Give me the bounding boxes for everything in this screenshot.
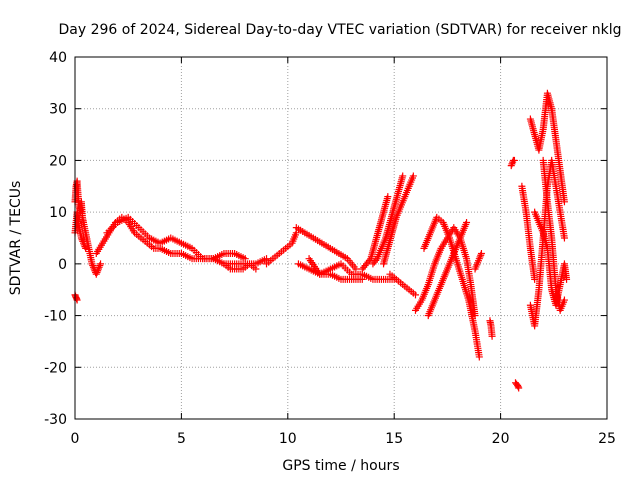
data-point-marker (92, 270, 100, 278)
y-tick-label: 40 (49, 50, 67, 66)
x-tick-label: 15 (385, 431, 403, 447)
data-point-marker (241, 255, 249, 263)
data-point-marker (77, 234, 85, 242)
y-tick-label: 0 (58, 257, 67, 273)
data-point-marker (252, 265, 260, 273)
x-tick-label: 0 (71, 431, 80, 447)
data-point-marker (94, 267, 102, 275)
x-axis-label: GPS time / hours (282, 458, 399, 474)
data-point-marker (372, 256, 380, 264)
data-point-marker (515, 384, 523, 392)
data-point-marker (93, 268, 101, 276)
data-point-marker (560, 296, 568, 304)
data-point-marker (95, 263, 103, 271)
data-point-marker (509, 158, 517, 166)
y-tick-label: -20 (44, 360, 67, 376)
chart-title: Day 296 of 2024, Sidereal Day-to-day VTE… (59, 22, 622, 38)
grid (75, 57, 607, 419)
y-tick-label: 10 (49, 205, 67, 221)
x-tick-label: 20 (492, 431, 510, 447)
data-point-marker (384, 193, 392, 201)
data-point-marker (79, 237, 87, 245)
x-tick-label: 5 (177, 431, 186, 447)
data-point-marker (97, 260, 105, 268)
data-point-marker (463, 218, 471, 226)
data-point-marker (80, 239, 88, 247)
data-point-marker (560, 198, 568, 206)
y-tick-label: 30 (49, 102, 67, 118)
x-tick-label: 10 (279, 431, 297, 447)
data-point-marker (563, 275, 571, 283)
data-point-marker (399, 172, 407, 180)
plot-frame (74, 56, 608, 420)
data-point-marker (488, 332, 496, 340)
data-point-marker (409, 172, 417, 180)
x-tick-label: 25 (598, 431, 616, 447)
data-point-marker (560, 234, 568, 242)
y-axis-label: SDTVAR / TECUs (8, 181, 24, 296)
data-point-marker (507, 162, 515, 170)
data-point-marker (81, 243, 89, 251)
data-point-marker (477, 251, 485, 259)
data-point-marker (510, 156, 518, 164)
data-point-marker (475, 255, 483, 263)
data-marks (71, 89, 571, 392)
data-point-marker (94, 265, 102, 273)
data-point-marker (476, 253, 484, 261)
data-point-marker (411, 291, 419, 299)
data-point-marker (80, 241, 88, 249)
y-tick-label: 20 (49, 153, 67, 169)
data-point-marker (82, 244, 90, 252)
y-tick-label: -10 (44, 309, 67, 325)
data-point-marker (78, 236, 86, 244)
y-tick-label: -30 (44, 412, 67, 428)
data-point-marker (475, 353, 483, 361)
data-point-marker (96, 262, 104, 270)
data-point-marker (88, 260, 96, 268)
data-point-marker (89, 262, 97, 270)
data-point-marker (365, 256, 373, 264)
data-point-marker (477, 250, 485, 258)
